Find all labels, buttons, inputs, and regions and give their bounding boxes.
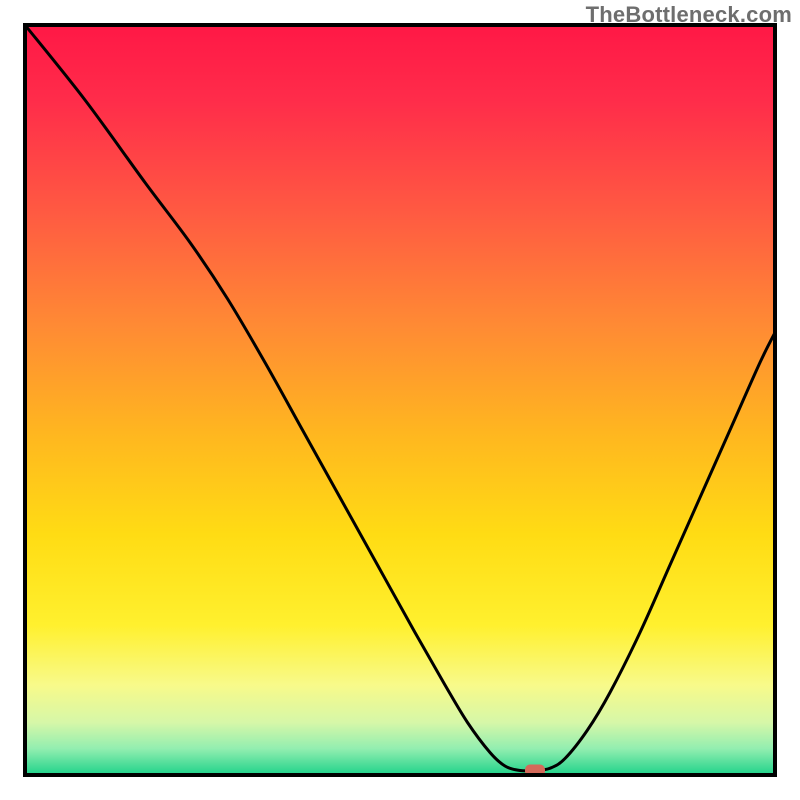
watermark-text: TheBottleneck.com — [586, 2, 792, 28]
chart-container: TheBottleneck.com — [0, 0, 800, 800]
bottleneck-chart — [0, 0, 800, 800]
plot-background — [25, 25, 775, 775]
